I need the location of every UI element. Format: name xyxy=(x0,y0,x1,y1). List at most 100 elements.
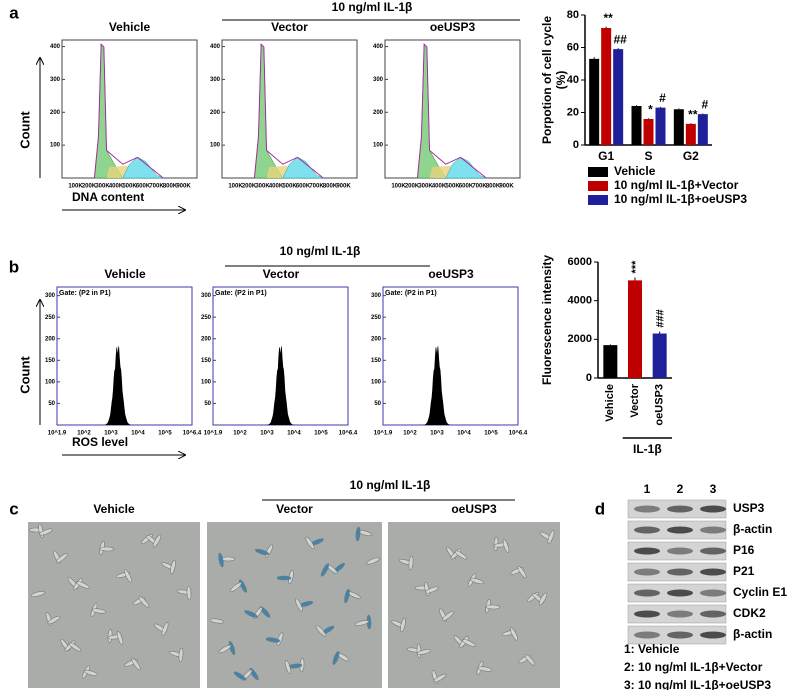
panel-label: a xyxy=(9,3,19,22)
gate-label: Gate: (P2 in P1) xyxy=(385,290,437,297)
y-tick-label: 200 xyxy=(201,336,212,342)
lane-label: 2 xyxy=(677,482,684,496)
bar xyxy=(628,280,642,378)
cell xyxy=(547,530,555,544)
cell xyxy=(408,555,414,571)
cell xyxy=(265,637,281,643)
band xyxy=(634,526,660,534)
fit-line xyxy=(253,42,324,179)
panel-header: 10 ng/ml IL-1β xyxy=(332,0,413,14)
cell xyxy=(83,669,99,677)
cell xyxy=(485,604,501,610)
y-tick-label: 150 xyxy=(201,358,212,364)
x-tick-label: 900K xyxy=(499,184,514,190)
cell xyxy=(416,649,432,655)
band xyxy=(667,631,693,639)
x-tick-label: 800K xyxy=(163,184,178,190)
band-label: P21 xyxy=(733,564,755,578)
bar xyxy=(643,119,654,145)
x-tick-label: 200K xyxy=(242,184,257,190)
cell xyxy=(538,592,548,606)
micrograph xyxy=(28,522,200,688)
y-tick-label: 150 xyxy=(45,358,56,364)
x-tick-label: 700K xyxy=(309,184,324,190)
cell xyxy=(99,546,115,552)
y-tick-label: 200 xyxy=(210,110,221,116)
lane-label: 1 xyxy=(644,482,651,496)
band xyxy=(700,610,726,618)
x-tick-label: 10^2 xyxy=(77,431,91,437)
panel-title: Vector xyxy=(263,267,300,281)
x-axis-label: ROS level xyxy=(72,435,128,449)
x-tick-label: 900K xyxy=(336,184,351,190)
x-tick-label: Vehicle xyxy=(604,384,616,422)
cell xyxy=(320,563,330,577)
panel-title: Vehicle xyxy=(109,20,151,34)
band xyxy=(634,610,660,618)
cell xyxy=(366,557,380,565)
x-tick-label: 300K xyxy=(95,184,110,190)
y-tick-label: 300 xyxy=(50,77,61,83)
band-label: β-actin xyxy=(733,627,772,641)
cell xyxy=(502,539,510,553)
x-tick-label: 10^1.9 xyxy=(204,431,223,437)
histogram-frame xyxy=(382,286,519,426)
histogram-frame xyxy=(212,286,349,426)
cell xyxy=(68,642,82,652)
cell xyxy=(510,627,518,641)
y-tick-label: 250 xyxy=(45,315,56,321)
x-tick-label: 10^6.4 xyxy=(339,431,358,437)
significance: ## xyxy=(613,32,627,46)
y-tick-label: 300 xyxy=(45,293,56,299)
panel-title: oeUSP3 xyxy=(430,20,476,34)
band xyxy=(700,526,726,534)
y-tick-label: 150 xyxy=(371,358,382,364)
cell xyxy=(332,651,340,665)
y-tick-label: 300 xyxy=(201,293,212,299)
y-tick-label: 100 xyxy=(45,379,56,385)
g2-peak xyxy=(122,157,164,179)
band-label: USP3 xyxy=(733,501,765,515)
bar xyxy=(603,345,618,378)
panel-header: 10 ng/ml IL-1β xyxy=(350,478,431,492)
x-tick-label: 500K xyxy=(282,184,297,190)
y-tick-label: 2000 xyxy=(568,333,592,345)
g2-peak xyxy=(445,157,487,179)
x-tick-label: 600K xyxy=(296,184,311,190)
y-tick-label: 0 xyxy=(573,139,579,151)
x-tick-label: 10^1.9 xyxy=(374,431,393,437)
panel-title: oeUSP3 xyxy=(428,267,474,281)
band xyxy=(667,610,693,618)
y-axis-label: Count xyxy=(17,111,32,149)
x-tick-label: 400K xyxy=(109,184,124,190)
significance: *** xyxy=(630,260,642,274)
x-tick-label: 800K xyxy=(486,184,501,190)
y-tick-label: 50 xyxy=(48,401,55,407)
cell xyxy=(315,625,327,637)
y-tick-label: 60 xyxy=(567,41,579,53)
cell xyxy=(442,611,454,621)
x-tick-label: 500K xyxy=(445,184,460,190)
histogram-frame xyxy=(221,39,358,179)
band xyxy=(667,505,693,513)
y-tick-label: 300 xyxy=(210,77,221,83)
y-tick-label: 300 xyxy=(373,77,384,83)
x-tick-label: 10^5 xyxy=(314,431,328,437)
y-tick-label: 250 xyxy=(371,315,382,321)
group-label: IL-1β xyxy=(633,442,662,456)
legend-entry: 1: Vehicle xyxy=(624,642,680,656)
bar xyxy=(673,109,684,145)
cell xyxy=(355,526,361,542)
y-tick-label: 200 xyxy=(371,336,382,342)
y-axis-label: Porpotion of cell cycle xyxy=(540,16,554,144)
band-label: CDK2 xyxy=(733,606,766,620)
cell xyxy=(230,582,242,592)
x-tick-label: 10^4 xyxy=(131,431,145,437)
cell xyxy=(152,534,162,548)
legend-swatch xyxy=(588,195,608,205)
fit-line xyxy=(93,42,164,179)
band xyxy=(634,589,660,597)
y-tick-label: 400 xyxy=(210,44,221,50)
cell xyxy=(454,550,468,560)
cell xyxy=(524,654,536,666)
